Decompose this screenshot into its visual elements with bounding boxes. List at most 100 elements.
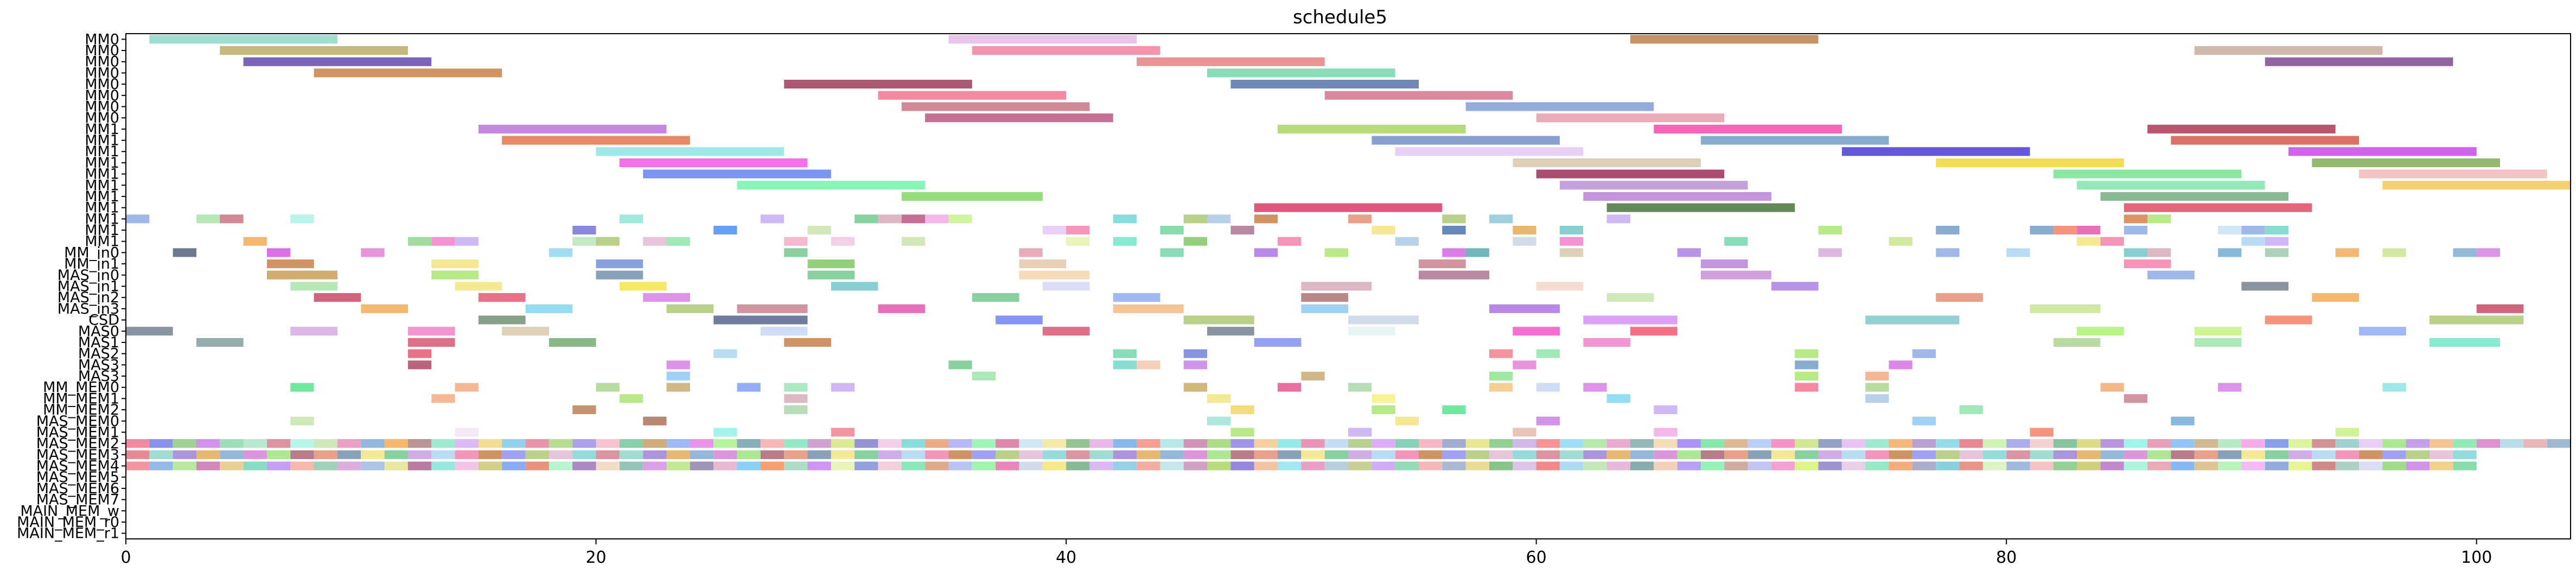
task-bar bbox=[925, 113, 1113, 123]
task-bar bbox=[1137, 450, 1161, 459]
task-bar bbox=[290, 461, 314, 471]
task-bar bbox=[149, 461, 173, 471]
task-bar bbox=[713, 461, 737, 471]
task-bar bbox=[643, 439, 667, 448]
task-bar bbox=[855, 439, 878, 448]
task-bar bbox=[1489, 461, 1513, 471]
task-bar bbox=[1348, 439, 1372, 448]
y-tick-label: MM0 bbox=[85, 110, 119, 126]
task-bar bbox=[1395, 237, 1419, 246]
task-bar bbox=[1559, 439, 1584, 448]
task-bar bbox=[407, 338, 455, 347]
y-tick-label: MM0 bbox=[85, 31, 119, 48]
task-bar bbox=[2077, 237, 2101, 246]
task-bar bbox=[831, 428, 855, 437]
task-bar bbox=[1442, 405, 1466, 415]
task-bar bbox=[1324, 461, 1348, 471]
task-bar bbox=[2430, 461, 2453, 471]
task-bar bbox=[2124, 259, 2171, 269]
task-bar bbox=[2147, 270, 2195, 279]
task-bar bbox=[2430, 439, 2453, 448]
task-bar bbox=[643, 293, 690, 302]
task-bar bbox=[807, 439, 831, 448]
task-bar bbox=[784, 338, 831, 347]
task-bar bbox=[455, 282, 502, 291]
task-bar bbox=[713, 315, 808, 325]
task-bar bbox=[737, 461, 761, 471]
task-bar bbox=[619, 214, 643, 224]
y-tick-label: MAS_MEM2 bbox=[36, 435, 119, 452]
task-bar bbox=[2053, 450, 2077, 459]
task-bar bbox=[1442, 461, 1466, 471]
task-bar bbox=[407, 237, 432, 246]
task-bar bbox=[1465, 461, 1489, 471]
task-bar bbox=[831, 439, 855, 448]
task-bar bbox=[2030, 439, 2054, 448]
y-tick-label: MAS2 bbox=[78, 346, 119, 363]
task-bar bbox=[2288, 450, 2312, 459]
task-bar bbox=[1559, 461, 1584, 471]
task-bar bbox=[2171, 439, 2195, 448]
task-bar bbox=[1936, 248, 1960, 257]
task-bar bbox=[1583, 338, 1630, 347]
task-bar bbox=[1536, 169, 1725, 179]
task-bar bbox=[690, 439, 714, 448]
task-bar bbox=[243, 57, 432, 66]
task-bar bbox=[1207, 439, 1231, 448]
task-bar bbox=[643, 237, 667, 246]
task-bar bbox=[925, 450, 949, 459]
task-bar bbox=[2241, 439, 2265, 448]
task-bar bbox=[2030, 226, 2054, 235]
y-tick-label: MM0 bbox=[85, 65, 119, 81]
task-bar bbox=[267, 461, 291, 471]
task-bar bbox=[2053, 461, 2077, 471]
task-bar bbox=[1089, 439, 1113, 448]
task-bar bbox=[2382, 248, 2406, 257]
task-bar bbox=[948, 461, 972, 471]
task-bar bbox=[996, 315, 1043, 325]
task-bar bbox=[2382, 439, 2406, 448]
task-bar bbox=[878, 450, 902, 459]
y-tick-label: MM_MEM2 bbox=[43, 402, 119, 418]
task-bar bbox=[619, 158, 808, 167]
task-bar bbox=[2335, 450, 2359, 459]
task-bar bbox=[972, 371, 996, 380]
task-bar bbox=[1724, 237, 1748, 246]
task-bar bbox=[455, 428, 479, 437]
task-bar bbox=[2124, 461, 2148, 471]
task-bar bbox=[243, 439, 267, 448]
task-bar bbox=[572, 461, 596, 471]
task-bar bbox=[1066, 450, 1090, 459]
task-bar bbox=[2006, 461, 2030, 471]
task-bar bbox=[807, 270, 855, 279]
task-bar bbox=[2053, 439, 2077, 448]
task-bar bbox=[760, 214, 785, 224]
task-bar bbox=[972, 450, 996, 459]
task-bar bbox=[643, 450, 667, 459]
task-bar bbox=[455, 461, 479, 471]
task-bar bbox=[1513, 439, 1536, 448]
task-bar bbox=[502, 450, 526, 459]
task-bar bbox=[1066, 237, 1090, 246]
task-bar bbox=[1019, 461, 1043, 471]
task-bar bbox=[1183, 439, 1207, 448]
task-bar bbox=[267, 450, 291, 459]
task-bar bbox=[1254, 248, 1278, 257]
task-bar bbox=[2124, 203, 2312, 212]
task-bar bbox=[1959, 450, 1983, 459]
task-bar bbox=[2147, 214, 2171, 224]
task-bar bbox=[1278, 450, 1302, 459]
task-bar bbox=[220, 214, 244, 224]
task-bar bbox=[1254, 450, 1278, 459]
task-bar bbox=[2218, 450, 2242, 459]
y-tick-label: MM1 bbox=[85, 222, 119, 239]
task-bars bbox=[126, 35, 2571, 471]
task-bar bbox=[925, 461, 949, 471]
task-bar bbox=[173, 450, 196, 459]
y-tick-label: MM1 bbox=[85, 155, 119, 171]
task-bar bbox=[478, 439, 502, 448]
task-bar bbox=[1019, 450, 1043, 459]
task-bar bbox=[290, 282, 337, 291]
